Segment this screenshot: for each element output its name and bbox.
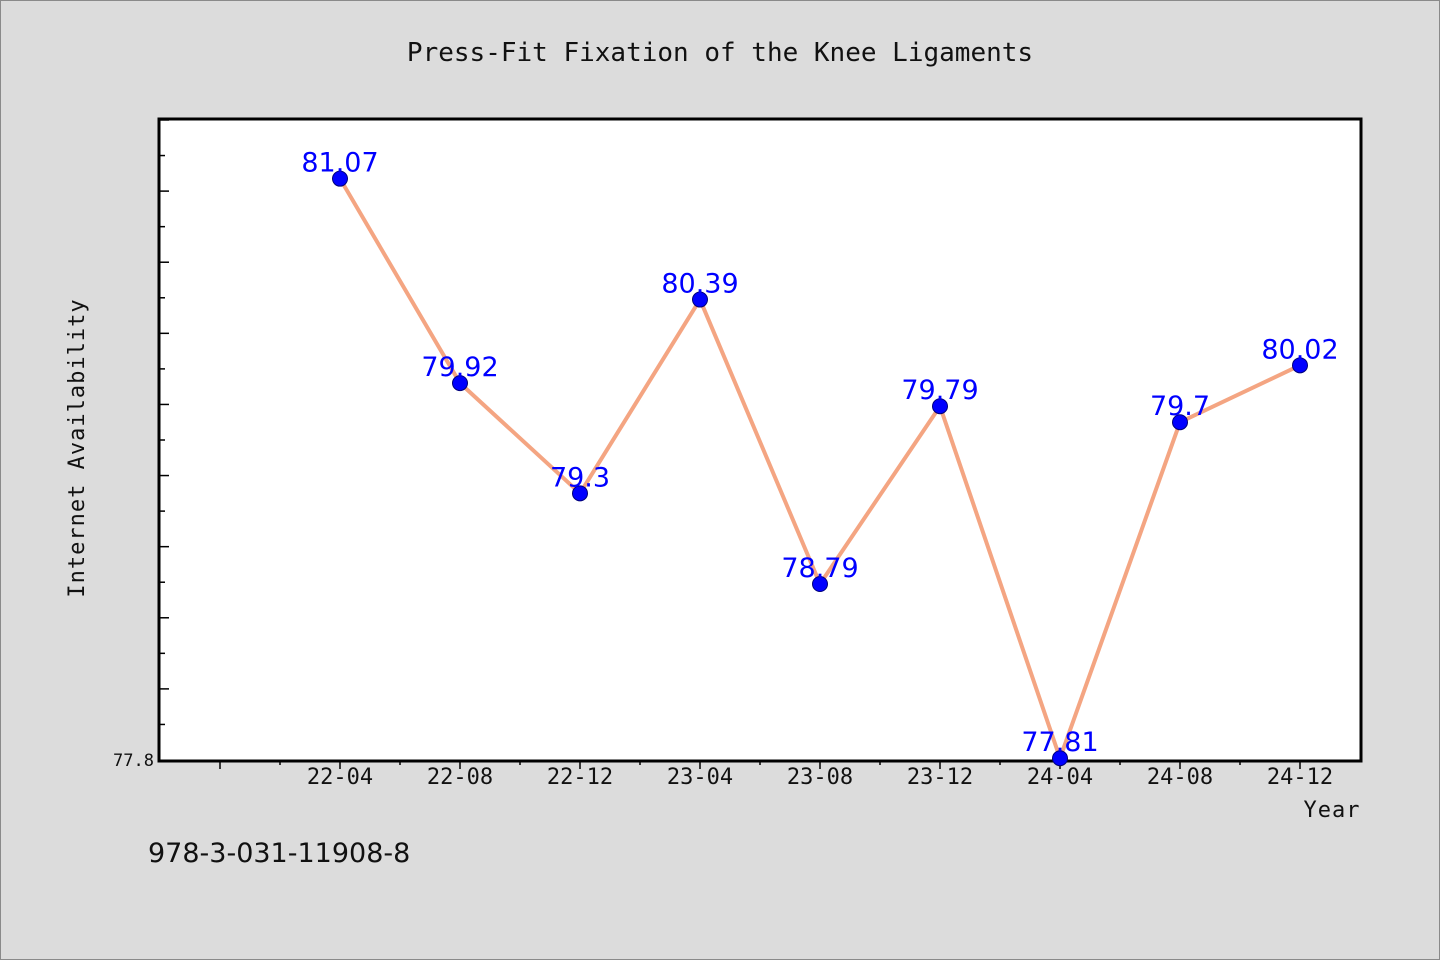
data-label: 80.02 bbox=[1261, 334, 1338, 365]
x-tick-label: 22-04 bbox=[307, 765, 373, 790]
data-point bbox=[1292, 357, 1308, 374]
x-tick-label: 24-08 bbox=[1147, 765, 1213, 790]
x-tick-label: 23-08 bbox=[787, 765, 853, 790]
data-point bbox=[452, 375, 468, 392]
data-label: 78.79 bbox=[781, 553, 858, 584]
x-tick-label: 23-04 bbox=[667, 765, 733, 790]
chart-title: Press-Fit Fixation of the Knee Ligaments bbox=[407, 38, 1033, 68]
data-point bbox=[932, 398, 948, 415]
data-point bbox=[332, 170, 348, 187]
x-axis-ticks: 22-04 22-08 22-12 23-04 23-08 23-12 24-04 24-08… bbox=[219, 760, 1333, 790]
data-label: 79.7 bbox=[1150, 391, 1210, 422]
data-point bbox=[1172, 414, 1188, 431]
x-axis-title: Year bbox=[1304, 798, 1361, 823]
data-label-layer: 81.07 79.92 79.3 80.39 78.79 79.79 77.81 79.7 80… bbox=[301, 148, 1338, 759]
isbn-caption: 978-3-031-11908-8 bbox=[148, 838, 410, 869]
series-layer bbox=[332, 170, 1308, 767]
data-label: 79.92 bbox=[421, 352, 498, 383]
data-label: 79.3 bbox=[550, 462, 610, 493]
x-tick-label: 24-12 bbox=[1267, 765, 1333, 790]
y-axis-title: Internet Availability bbox=[65, 298, 90, 597]
data-point bbox=[572, 485, 588, 502]
data-label: 81.07 bbox=[301, 148, 378, 179]
x-tick-label: 24-04 bbox=[1027, 765, 1093, 790]
data-point bbox=[812, 576, 828, 592]
data-label: 79.79 bbox=[901, 375, 978, 406]
x-tick-label: 22-12 bbox=[547, 765, 613, 790]
y-axis-ticks: 77.8 bbox=[113, 119, 169, 771]
x-tick-label: 22-08 bbox=[427, 765, 493, 790]
x-tick-label: 23-12 bbox=[907, 765, 973, 790]
data-point bbox=[692, 291, 708, 308]
y-tick-label: 77.8 bbox=[113, 751, 154, 771]
data-point bbox=[1052, 750, 1068, 767]
data-label: 80.39 bbox=[661, 269, 738, 300]
data-label: 77.81 bbox=[1021, 727, 1098, 758]
